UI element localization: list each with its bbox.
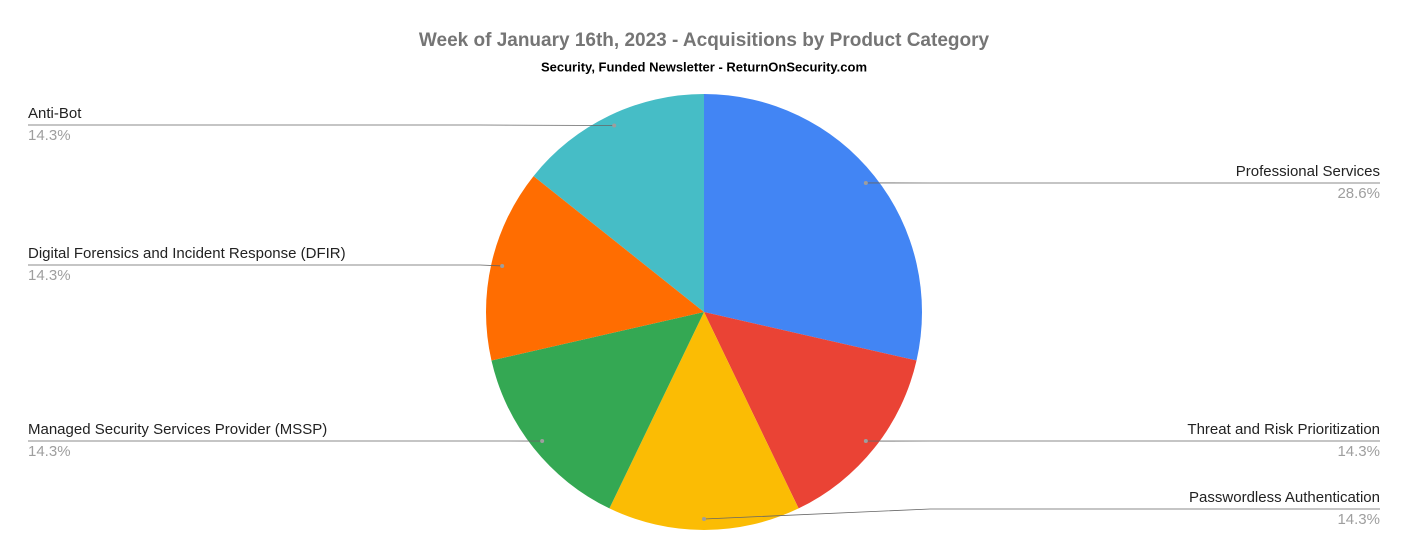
leader-dot (612, 123, 617, 128)
slice-value-label: 14.3% (28, 443, 71, 460)
pie-slice (533, 93, 704, 312)
pie-slice (491, 312, 704, 509)
slice-value-label: 14.3% (1337, 511, 1380, 528)
slice-value-label: 14.3% (1337, 443, 1380, 460)
slice-label: Managed Security Services Provider (MSSP… (28, 421, 327, 438)
pie-slice (704, 94, 923, 361)
slice-value-label: 14.3% (28, 127, 71, 144)
pie-slice (704, 312, 917, 509)
slice-label: Threat and Risk Prioritization (1187, 421, 1380, 438)
slice-label: Digital Forensics and Incident Response … (28, 245, 346, 262)
leader-dot (540, 439, 545, 444)
slice-value-label: 28.6% (1337, 185, 1380, 202)
leader-line (28, 264, 503, 267)
slice-label: Passwordless Authentication (1189, 489, 1380, 506)
pie-slice (486, 176, 704, 361)
leader-dot (702, 517, 706, 521)
slice-value-label: 14.3% (28, 267, 71, 284)
leader-line (703, 508, 1380, 520)
pie-slice (609, 312, 799, 530)
leader-dot (863, 439, 868, 444)
chart-subtitle: Security, Funded Newsletter - ReturnOnSe… (541, 59, 867, 74)
slice-label: Anti-Bot (28, 105, 82, 122)
leader-dot (863, 180, 868, 185)
slice-label: Professional Services (1236, 163, 1380, 180)
leader-dot (500, 263, 505, 268)
chart-title: Week of January 16th, 2023 - Acquisition… (419, 30, 990, 51)
